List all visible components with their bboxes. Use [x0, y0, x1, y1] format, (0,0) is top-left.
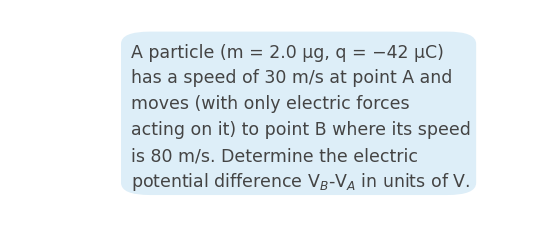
- Text: acting on it) to point B where its speed: acting on it) to point B where its speed: [131, 121, 471, 139]
- FancyBboxPatch shape: [121, 32, 476, 195]
- Text: moves (with only electric forces: moves (with only electric forces: [131, 95, 410, 113]
- Text: A particle (m = 2.0 μg, q = −42 μC): A particle (m = 2.0 μg, q = −42 μC): [131, 44, 444, 62]
- Text: has a speed of 30 m/s at point A and: has a speed of 30 m/s at point A and: [131, 69, 453, 87]
- Text: is 80 m/s. Determine the electric: is 80 m/s. Determine the electric: [131, 147, 419, 165]
- Text: potential difference V$_{B}$-V$_{A}$ in units of V.: potential difference V$_{B}$-V$_{A}$ in …: [131, 171, 471, 193]
